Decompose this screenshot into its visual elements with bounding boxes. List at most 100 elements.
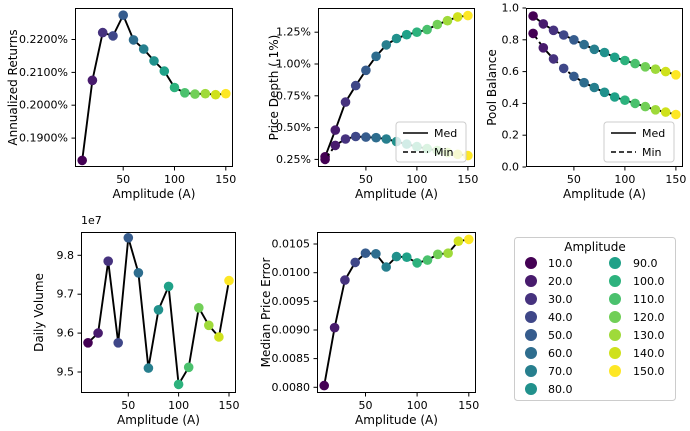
legend-entry-label: Med: [642, 127, 665, 140]
data-point: [660, 66, 671, 77]
legend-color-label: 30.0: [548, 293, 573, 306]
x-axis-label: Amplitude (A): [355, 187, 438, 201]
data-point: [401, 29, 412, 40]
x-tick-label: 100: [406, 173, 427, 186]
legend-panel-title: Amplitude: [564, 240, 626, 254]
y-tick-label: 0.0085: [272, 352, 311, 365]
amplitude-legend-panel: Amplitude 10.0 20.0 30.0 40.0 50.0 60.0 70.0 80.…: [514, 237, 676, 401]
x-tick-label: 100: [168, 399, 189, 412]
data-point: [381, 134, 392, 144]
y-tick-label: 0.2: [502, 129, 520, 142]
y-axis-label: Median Price Error: [259, 258, 273, 368]
chart-daily-volume: 9.5 9.6 9.7 9.8 50 100 150 Amplitude (A) Daily V…: [32, 214, 240, 427]
x-tick-label: 50: [359, 173, 373, 186]
x-tick-label: 150: [215, 173, 236, 186]
data-point: [558, 30, 569, 40]
data-point: [630, 58, 640, 69]
data-point: [103, 256, 113, 266]
data-point: [650, 105, 661, 115]
y-tick-label: 1.0: [502, 2, 520, 15]
y-tick-label: 0.2200%: [19, 33, 68, 46]
y-tick-label: 0.75%: [276, 89, 311, 102]
data-point: [118, 10, 128, 20]
x-tick-label: 50: [567, 173, 581, 186]
data-point: [330, 140, 341, 151]
data-point: [599, 47, 610, 58]
data-point: [660, 107, 671, 117]
data-point: [194, 303, 204, 313]
y-axis-label: Price Depth (.1%): [267, 35, 281, 141]
y-tick-label: 0.0080: [272, 381, 311, 394]
data-point: [350, 257, 360, 268]
axis-offset-label: 1e7: [81, 214, 102, 227]
data-point: [350, 131, 361, 142]
y-tick-label: 9.7: [57, 288, 75, 301]
legend-color-dot: [609, 311, 621, 323]
data-point: [350, 80, 361, 91]
data-point: [133, 268, 144, 278]
data-point: [173, 379, 184, 390]
y-tick-label: 1.00%: [276, 58, 311, 71]
legend-color-label: 10.0: [548, 257, 573, 270]
legend-color-label: 110.0: [633, 293, 665, 306]
x-tick-label: 50: [121, 399, 135, 412]
data-point: [340, 134, 351, 144]
data-point: [391, 33, 402, 44]
data-point: [579, 39, 589, 50]
data-point: [159, 66, 170, 76]
data-point: [609, 52, 620, 63]
legend-color-label: 70.0: [548, 365, 573, 378]
data-point: [412, 258, 422, 268]
y-tick-label: 9.6: [57, 327, 75, 340]
data-point: [224, 275, 234, 286]
data-point: [528, 28, 538, 39]
y-tick-label: 1.25%: [276, 26, 311, 39]
data-point: [371, 51, 381, 62]
chart-legend: Med Min: [395, 121, 467, 163]
x-tick-label: 100: [614, 173, 635, 186]
chart-pool-balance: 0.0 0.2 0.4 0.6 0.8 1.0 50 100 150 Amplitude (A) P…: [485, 2, 687, 201]
data-point: [123, 233, 134, 243]
data-point: [163, 281, 174, 292]
chart-annualized-returns: 0.1900% 0.2000% 0.2100% 0.2200% 50 100 150 Ampl…: [6, 8, 236, 201]
series-line-min: [532, 32, 677, 116]
legend-color-label: 150.0: [633, 365, 665, 378]
y-tick-label: 0.25%: [276, 153, 311, 166]
data-point: [528, 11, 538, 21]
data-point: [391, 251, 402, 262]
legend-color-label: 60.0: [548, 347, 573, 360]
y-tick-label: 0.8: [502, 33, 520, 46]
data-point: [463, 10, 473, 21]
y-tick-label: 0.0090: [272, 324, 311, 337]
legend-color-label: 20.0: [548, 275, 573, 288]
data-point: [453, 236, 464, 246]
data-point: [589, 44, 600, 55]
plot-border: [526, 8, 683, 167]
data-point: [87, 75, 98, 86]
x-tick-label: 100: [164, 173, 185, 186]
legend-color-dot: [525, 311, 537, 323]
legend-color-dot: [525, 275, 537, 287]
data-point: [221, 88, 231, 99]
data-point: [381, 262, 391, 272]
legend-color-dot: [609, 275, 621, 287]
data-point: [183, 362, 194, 373]
legend-color-dot: [525, 383, 537, 395]
x-axis-label: Amplitude (A): [117, 413, 200, 427]
x-tick-label: 100: [407, 399, 428, 412]
data-point: [153, 305, 164, 315]
data-point: [569, 35, 579, 45]
data-point: [381, 40, 392, 50]
data-point: [422, 24, 432, 35]
data-point: [422, 255, 433, 265]
data-point: [442, 15, 453, 26]
data-point: [609, 92, 620, 102]
data-point: [329, 322, 340, 333]
data-point: [210, 89, 221, 100]
data-point: [190, 89, 200, 99]
data-point: [443, 248, 453, 258]
data-point: [402, 252, 412, 262]
data-point: [361, 65, 371, 76]
x-axis-label: Amplitude (A): [563, 187, 646, 201]
